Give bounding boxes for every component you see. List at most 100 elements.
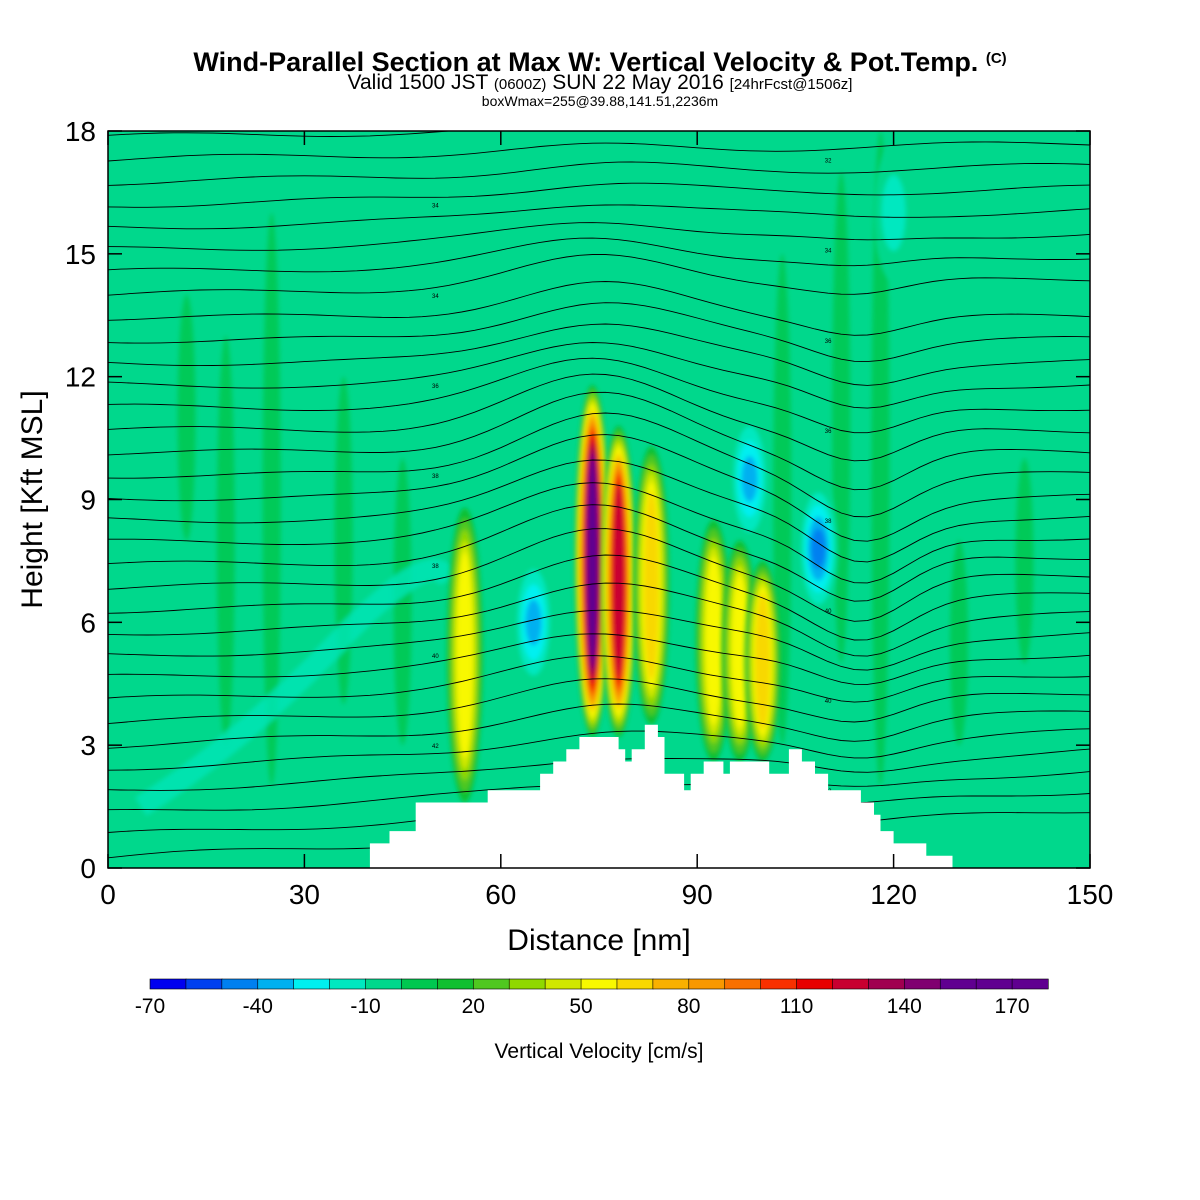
isentrope-label: 38 xyxy=(432,474,439,480)
isentrope-line xyxy=(108,131,455,137)
updraft-contour xyxy=(613,485,624,678)
isentrope-label: 36 xyxy=(825,429,832,435)
weak-downdraft-band xyxy=(134,558,459,816)
x-axis-label: Distance [nm] xyxy=(507,924,690,957)
isentrope-line xyxy=(108,528,1090,622)
isentrope-label: 34 xyxy=(432,204,439,210)
colorbar-swatch xyxy=(975,978,1013,990)
isentrope-line xyxy=(108,182,1090,208)
terrain xyxy=(369,724,953,868)
isentrope-line xyxy=(108,357,1090,434)
colorbar-swatch xyxy=(508,978,546,990)
isentrope-label: 40 xyxy=(825,699,832,705)
updraft-core xyxy=(744,560,781,762)
isentrope-line xyxy=(108,342,1090,409)
y-tick-label: 12 xyxy=(65,362,96,393)
updraft-contour xyxy=(644,491,659,680)
updraft-core xyxy=(695,519,732,762)
isentrope-line xyxy=(108,222,1090,251)
colorbar-tick-label: 110 xyxy=(780,995,813,1018)
updraft-contour xyxy=(587,454,598,668)
colorbar-swatch xyxy=(760,978,798,990)
chart-subtitle: Valid 1500 JST (0600Z) SUN 22 May 2016 [… xyxy=(0,71,1200,97)
valid-date: SUN 22 May 2016 xyxy=(552,71,724,94)
colorbar-swatch xyxy=(796,978,834,990)
plot-clip-group: 44424240404038383836363634343432 xyxy=(108,131,1090,868)
colorbar-swatch xyxy=(616,978,654,990)
isentrope-line xyxy=(108,582,1090,657)
isentrope-label: 34 xyxy=(825,249,832,255)
isentrope-line xyxy=(108,237,1090,273)
boxwmax-line: boxWmax=255@39.88,141.51,2236m xyxy=(481,93,719,109)
weak-updraft-streak xyxy=(262,212,281,787)
colorbar-swatch xyxy=(724,978,762,990)
colorbar-swatch xyxy=(365,978,403,990)
isentrope-label: 42 xyxy=(432,744,439,750)
x-tick-label: 90 xyxy=(682,879,713,910)
downdraft-core xyxy=(513,554,554,691)
x-tick-label: 150 xyxy=(1067,879,1114,910)
colorbar-swatch xyxy=(149,978,187,990)
downdraft-contour xyxy=(525,599,542,646)
y-axis-label: Height [Kft MSL] xyxy=(16,390,49,608)
isentrope-line xyxy=(108,633,1090,685)
y-tick-label: 18 xyxy=(65,116,96,147)
x-tick-label: 60 xyxy=(485,879,516,910)
isentrope-line xyxy=(108,482,1090,584)
weak-updraft-streak xyxy=(216,335,235,746)
y-tick-label: 3 xyxy=(80,730,96,761)
isentrope-line xyxy=(108,504,1090,602)
colorbar-swatch xyxy=(401,978,438,990)
colorbar-swatch xyxy=(544,978,582,990)
colorbar-swatch xyxy=(185,978,223,990)
colorbar-swatch xyxy=(472,978,510,990)
isentrope-line xyxy=(108,703,1090,749)
colorbar-label: Vertical Velocity [cm/s] xyxy=(495,1040,704,1063)
isentrope-line xyxy=(108,391,1090,491)
chart-title-tag: (C) xyxy=(985,50,1007,67)
colorbar-swatch xyxy=(832,978,869,990)
colorbar-swatch xyxy=(329,978,367,990)
valid-utc: (0600Z) xyxy=(493,76,547,93)
x-tick-label: 0 xyxy=(100,879,116,910)
isentrope-line xyxy=(108,412,1090,518)
y-tick-label: 6 xyxy=(80,607,96,638)
isentrope-label: 36 xyxy=(825,339,832,345)
isentrope-line xyxy=(108,141,1090,162)
forecast-label: [24hrFcst@1506z] xyxy=(729,76,853,93)
isentrope-label: 32 xyxy=(825,159,832,165)
isentrope-line xyxy=(108,302,1090,363)
colorbar-swatch xyxy=(1011,978,1049,990)
weak-updraft-streak xyxy=(950,540,969,746)
x-tick-label: 30 xyxy=(289,879,320,910)
isentrope-label: 36 xyxy=(432,384,439,390)
isentrope-line xyxy=(108,459,1090,563)
isentrope-line xyxy=(108,204,1090,230)
isentrope-label: 34 xyxy=(432,294,439,300)
colorbar-swatch xyxy=(652,978,690,990)
isentrope-line xyxy=(108,254,1090,296)
colorbar-tick-label: 170 xyxy=(995,995,1030,1018)
weak-updraft-streak xyxy=(871,131,890,787)
isentrope-label: 40 xyxy=(432,654,439,660)
downdraft-core xyxy=(729,411,770,548)
colorbar-swatch xyxy=(868,978,905,990)
isentrope-label: 38 xyxy=(432,564,439,570)
downdraft-contour xyxy=(741,456,758,503)
colorbar-tick-label: 80 xyxy=(677,995,700,1018)
colorbar-swatch xyxy=(293,978,331,990)
isentrope-line xyxy=(108,554,1090,641)
updraft-core xyxy=(600,425,637,737)
colorbar-swatch xyxy=(221,978,259,990)
isentrope-label: 40 xyxy=(825,609,832,615)
isentrope-line xyxy=(108,655,1090,703)
weak-updraft-streak xyxy=(177,294,196,541)
chart-title: Wind-Parallel Section at Max W: Vertical… xyxy=(0,44,1200,77)
weak-updraft-streak xyxy=(832,171,851,664)
weak-updraft-streak xyxy=(1015,458,1034,664)
updraft-core xyxy=(446,507,483,803)
isentrope-line xyxy=(108,373,1090,462)
colorbar-swatch xyxy=(437,978,474,990)
